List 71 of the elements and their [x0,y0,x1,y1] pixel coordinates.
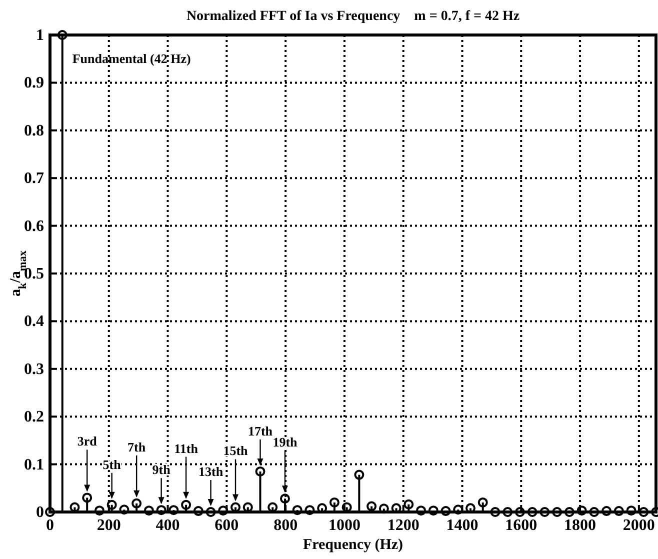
x-tick-label: 800 [274,517,298,534]
point [589,507,600,517]
y-tick-label: 0.1 [24,456,44,474]
annotation: 7th [128,439,146,454]
annotation: 17th [248,423,274,438]
point [428,506,438,516]
point [540,507,550,517]
point [366,501,377,512]
point [527,507,538,517]
y-tick-label: 0.8 [24,122,44,140]
y-tick-label: 1 [36,27,44,44]
point [552,507,562,517]
x-tick-label: 600 [214,517,239,534]
annotation: Fundamental (42 Hz) [72,51,191,66]
point [193,506,204,516]
chart-title: Normalized FFT of Ia vs Frequency m = 0.7, f = 42 Hz [186,9,520,24]
x-tick-label: 1800 [564,517,596,534]
point [106,500,117,510]
x-tick-label: 1400 [446,517,478,534]
point [490,507,500,517]
x-tick-label: 1600 [505,517,538,534]
annotation: 15th [223,443,249,458]
point [181,500,192,510]
point [514,507,525,517]
annotation: 3rd [77,434,98,449]
x-tick-label: 1000 [328,517,360,534]
y-tick-label: 0.9 [24,74,44,92]
x-tick-label: 2000 [622,517,655,534]
point [255,466,266,476]
point [168,505,179,516]
point [280,494,290,504]
point [82,492,92,503]
point [453,504,464,515]
point [94,506,104,516]
point [478,497,488,508]
y-tick-label: 0.2 [24,408,44,426]
point [206,507,216,517]
point [602,506,612,516]
point [132,498,142,508]
point [416,506,426,516]
point [576,506,587,516]
point [614,506,624,516]
point [45,507,55,517]
point [156,505,166,516]
y-tick-label: 0.4 [24,313,44,330]
x-tick-label: 400 [156,517,180,534]
point [354,470,364,480]
point [638,507,649,517]
point [626,506,636,516]
y-tick-label: 0.6 [24,218,44,235]
point [304,505,315,516]
point [329,497,340,508]
point [440,506,451,516]
annotation: 13th [198,464,224,479]
y-tick-label: 0 [36,504,44,521]
point [292,505,302,516]
x-tick-label: 1200 [387,517,420,534]
annotation: 19th [272,434,298,450]
annotation: 11th [174,440,199,456]
point [502,507,513,517]
x-tick-label: 200 [96,517,121,534]
y-tick-label: 0.7 [24,170,44,188]
point [218,506,228,516]
point [564,507,574,517]
x-axis-title: Frequency (Hz) [302,537,404,553]
annotation: 9th [152,462,172,478]
point [57,30,68,40]
point [144,506,154,516]
point [119,504,130,515]
y-tick-label: 0.3 [24,360,44,378]
point [404,499,414,510]
